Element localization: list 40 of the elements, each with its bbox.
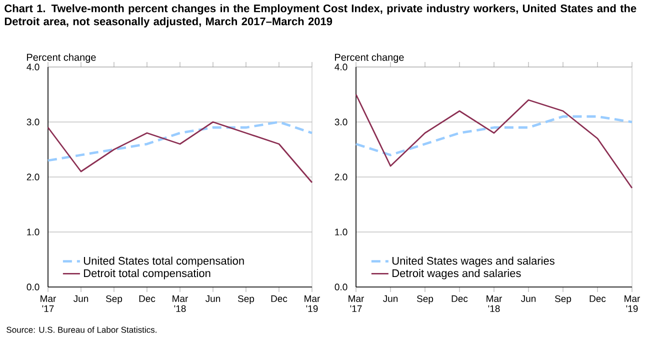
y-tick-label: 3.0 [334, 118, 348, 126]
y-tick-label: 0.0 [334, 284, 348, 290]
x-tick-label: Sep [106, 295, 122, 304]
y-axis-title: Percent change [27, 53, 96, 63]
y-tick-label: 4.0 [334, 64, 348, 70]
x-tick-label: Dec [139, 295, 156, 302]
x-tick-label: Dec [271, 295, 288, 302]
legend-label: Detroit wages and salaries [392, 269, 521, 280]
x-tick-label: Mar '19 [624, 295, 640, 312]
x-tick-label: Mar '19 [304, 295, 320, 312]
y-tick-label: 2.0 [334, 174, 348, 180]
x-tick-label: Jun [205, 295, 220, 302]
line-series [46, 120, 314, 162]
x-tick-label: Mar '18 [486, 295, 502, 312]
x-tick-label: Mar '17 [40, 295, 56, 312]
x-tick-label: Mar '18 [172, 295, 188, 312]
y-tick-label: 2.0 [26, 174, 40, 180]
y-tick-label: 3.0 [26, 118, 40, 126]
x-tick-label: Dec [452, 295, 468, 302]
x-tick-label: Sep [238, 295, 254, 304]
legend-label: United States wages and salaries [392, 256, 554, 267]
y-axis-title: Percent change [335, 53, 404, 63]
x-tick-label: Dec [590, 295, 606, 302]
x-tick-label: Jun [73, 295, 88, 302]
line-series [47, 121, 313, 184]
legend-label: United States total compensation [84, 256, 244, 267]
x-tick-label: Jun [521, 295, 536, 302]
legend-label: Detroit total compensation [84, 269, 210, 280]
x-tick-label: Sep [416, 295, 434, 304]
x-tick-label: Sep [554, 295, 572, 304]
y-tick-label: 4.0 [26, 64, 40, 70]
y-tick-label: 0.0 [26, 284, 40, 290]
chart-title: Chart 1. Twelve-month percent changes in the Employment Cost Index, private industry workers, United States and the Detroit area, not seasonally adjusted, March 2017–March 2019 [4, 4, 636, 28]
y-tick-label: 1.0 [27, 228, 40, 236]
line-series [354, 115, 634, 156]
y-tick-label: 1.0 [335, 228, 348, 236]
x-tick-label: Jun [383, 295, 398, 302]
line-series [355, 94, 633, 189]
source-note: Source: U.S. Bureau of Labor Statistics. [6, 326, 156, 333]
x-tick-label: Mar '17 [348, 295, 364, 312]
